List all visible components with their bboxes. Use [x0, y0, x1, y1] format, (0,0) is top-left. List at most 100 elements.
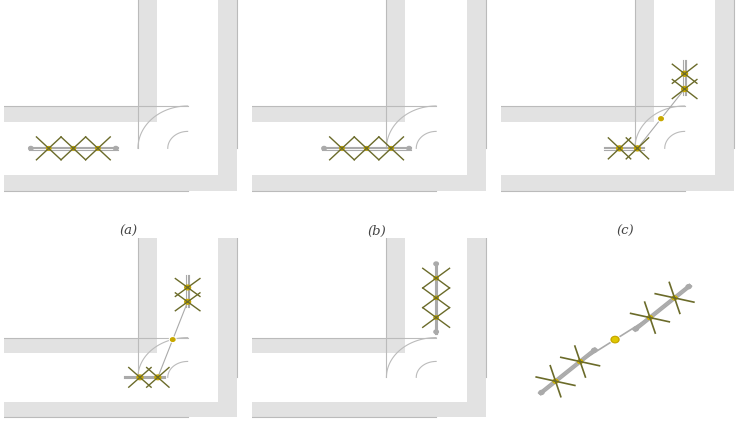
Bar	[405, 238, 467, 377]
Bar	[252, 106, 451, 191]
Circle shape	[657, 116, 664, 121]
Circle shape	[71, 146, 76, 151]
Bar	[4, 106, 203, 191]
Wedge shape	[421, 135, 436, 148]
Circle shape	[322, 146, 326, 150]
Text: (b): (b)	[367, 225, 386, 238]
Wedge shape	[421, 365, 436, 377]
Circle shape	[389, 146, 394, 151]
Bar	[157, 353, 218, 402]
Circle shape	[184, 285, 191, 290]
Circle shape	[169, 337, 176, 342]
Circle shape	[95, 146, 101, 151]
Circle shape	[433, 276, 439, 281]
Circle shape	[647, 315, 653, 320]
Circle shape	[434, 277, 438, 280]
Circle shape	[184, 299, 191, 304]
Bar	[424, 238, 449, 377]
Wedge shape	[172, 365, 187, 377]
Bar	[672, 0, 697, 148]
Bar	[138, 106, 237, 191]
Bar	[252, 368, 436, 387]
Circle shape	[29, 146, 33, 150]
Bar	[252, 353, 436, 402]
Bar	[138, 337, 237, 417]
Bar	[635, 0, 734, 161]
Circle shape	[46, 146, 52, 151]
Bar	[4, 122, 187, 175]
Circle shape	[434, 262, 438, 266]
Circle shape	[137, 375, 143, 380]
Wedge shape	[669, 135, 684, 148]
Circle shape	[339, 146, 345, 151]
Bar	[386, 0, 486, 161]
Circle shape	[672, 295, 678, 301]
Bar	[405, 0, 467, 148]
Bar	[501, 122, 684, 175]
Text: (a): (a)	[119, 225, 137, 238]
Circle shape	[578, 360, 582, 363]
Circle shape	[434, 316, 438, 319]
Circle shape	[340, 147, 344, 150]
Bar	[405, 353, 467, 402]
Bar	[654, 122, 715, 175]
Bar	[175, 0, 200, 148]
Wedge shape	[157, 122, 187, 148]
Wedge shape	[386, 106, 436, 148]
Circle shape	[672, 296, 676, 299]
Bar	[252, 138, 436, 159]
Wedge shape	[635, 106, 684, 148]
Circle shape	[170, 338, 175, 341]
Bar	[386, 337, 486, 417]
Bar	[4, 138, 187, 159]
Wedge shape	[138, 106, 187, 148]
Bar	[175, 238, 200, 377]
Bar	[138, 0, 237, 161]
Wedge shape	[172, 135, 187, 148]
Bar	[386, 238, 486, 389]
Circle shape	[635, 146, 640, 151]
Bar	[501, 138, 684, 159]
Circle shape	[114, 146, 118, 150]
Circle shape	[407, 146, 411, 150]
Bar	[252, 337, 451, 417]
Bar	[157, 238, 218, 377]
Circle shape	[433, 315, 439, 320]
Circle shape	[610, 336, 620, 343]
Circle shape	[433, 295, 439, 300]
Circle shape	[434, 296, 438, 299]
Circle shape	[539, 391, 544, 395]
Circle shape	[47, 147, 50, 150]
Wedge shape	[654, 122, 684, 148]
Bar	[157, 122, 218, 175]
Circle shape	[96, 147, 100, 150]
Wedge shape	[405, 353, 436, 377]
Bar	[252, 122, 436, 175]
Wedge shape	[138, 337, 187, 377]
Bar	[424, 0, 449, 148]
Circle shape	[389, 147, 393, 150]
Bar	[405, 122, 467, 175]
Bar	[4, 337, 203, 417]
Circle shape	[686, 284, 691, 289]
Bar	[635, 106, 734, 191]
Bar	[157, 0, 218, 148]
Circle shape	[613, 337, 617, 342]
Circle shape	[681, 87, 687, 91]
Circle shape	[633, 327, 639, 331]
Bar	[501, 106, 700, 191]
Text: (c): (c)	[616, 225, 634, 238]
Circle shape	[364, 147, 368, 150]
Circle shape	[434, 330, 438, 333]
Bar	[138, 238, 237, 389]
Circle shape	[72, 147, 75, 150]
Circle shape	[552, 378, 559, 384]
Circle shape	[648, 316, 652, 319]
Circle shape	[553, 380, 557, 383]
Wedge shape	[157, 353, 187, 377]
Bar	[4, 353, 187, 402]
Circle shape	[611, 336, 619, 343]
Circle shape	[592, 348, 596, 352]
Circle shape	[617, 146, 623, 151]
Wedge shape	[405, 122, 436, 148]
